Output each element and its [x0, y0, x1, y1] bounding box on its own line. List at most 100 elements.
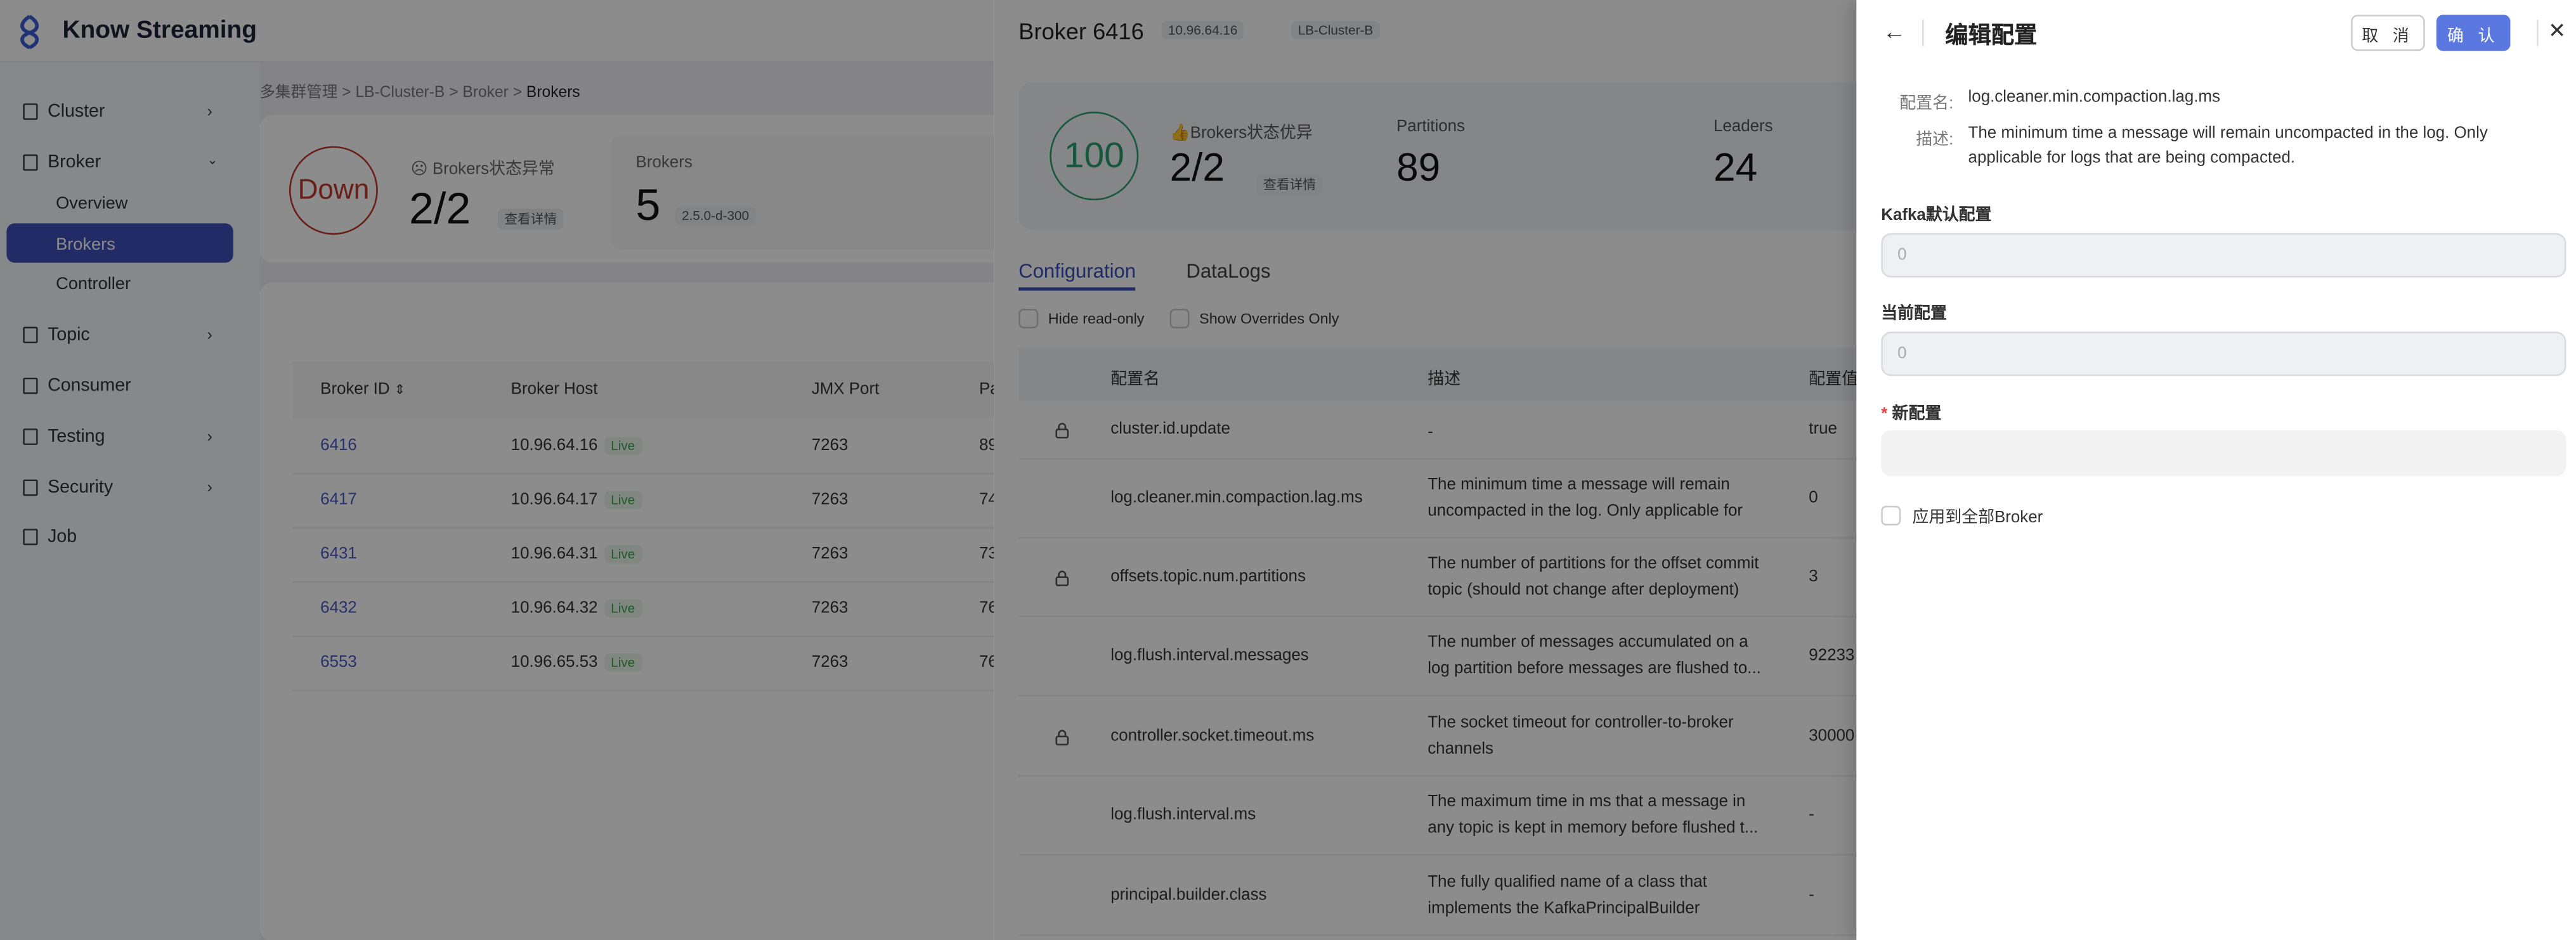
table-row[interactable]: 6431 10.96.64.31 Live 7263 73	[292, 529, 1015, 583]
cluster-tag: LB-Cluster-B	[1291, 21, 1380, 40]
broker-host: 10.96.65.53 Live	[511, 653, 642, 672]
sidebar-item-consumer[interactable]: Consumer	[23, 376, 131, 396]
hide-readonly-checkbox[interactable]: Hide read-only	[1018, 309, 1144, 329]
brokers-count: 5	[635, 180, 661, 230]
config-value: 3	[1809, 568, 1818, 586]
show-overrides-checkbox[interactable]: Show Overrides Only	[1169, 309, 1339, 329]
config-row[interactable]: cluster.id.update - true	[1018, 401, 1857, 460]
new-config-label: * 新配置	[1881, 399, 1941, 424]
version-tag: 2.5.0-d-300	[675, 207, 756, 225]
sidebar-item-cluster[interactable]: Cluster	[23, 102, 105, 122]
column-config-value: 配置值	[1809, 371, 1857, 389]
sidebar-item-overview[interactable]: Overview	[56, 193, 128, 214]
config-row[interactable]: log.flush.interval.ms The maximum time i…	[1018, 776, 1857, 856]
sidebar-item-security[interactable]: Security	[23, 478, 113, 498]
testing-icon	[23, 428, 38, 446]
config-description: The number of messages accumulated on a …	[1428, 633, 1761, 678]
detail-link[interactable]: 查看详情	[1256, 174, 1323, 196]
confirm-button[interactable]: 确 认	[2436, 15, 2511, 51]
config-table-header	[1018, 348, 1857, 401]
back-arrow-icon[interactable]: ←	[1882, 18, 1906, 44]
breadcrumb-item[interactable]: Broker	[462, 84, 509, 102]
broker-id-link[interactable]: 6553	[320, 653, 357, 672]
config-value: -	[1809, 885, 1814, 905]
checkbox-label: 应用到全部Broker	[1912, 509, 2043, 527]
detail-link[interactable]: 查看详情	[497, 209, 564, 230]
consumer-icon	[23, 377, 38, 394]
broker-id-link[interactable]: 6432	[320, 599, 357, 618]
broker-id-link[interactable]: 6417	[320, 491, 357, 510]
apply-all-checkbox[interactable]: 应用到全部Broker	[1881, 503, 2043, 527]
status-text: Brokers状态异常	[432, 160, 555, 179]
checkbox-label: Show Overrides Only	[1199, 310, 1339, 327]
breadcrumb-item: Brokers	[526, 84, 580, 102]
cancel-button[interactable]: 取 消	[2351, 15, 2425, 51]
breadcrumb-item[interactable]: 多集群管理	[259, 84, 338, 102]
column-broker-host: Broker Host	[511, 381, 598, 399]
config-row[interactable]: log.flush.interval.messages The number o…	[1018, 617, 1857, 697]
table-row[interactable]: 6432 10.96.64.32 Live 7263 76	[292, 583, 1015, 638]
tab-datalogs[interactable]: DataLogs	[1186, 259, 1271, 283]
table-row[interactable]: 6553 10.96.65.53 Live 7263 76	[292, 637, 1015, 692]
config-value: true	[1809, 420, 1837, 439]
sidebar-item-controller[interactable]: Controller	[56, 274, 131, 294]
chevron-right-icon[interactable]: ›	[207, 103, 213, 122]
status-badge: Live	[604, 653, 642, 672]
sidebar-item-broker[interactable]: Broker	[23, 153, 101, 172]
default-config-input[interactable]: 0	[1881, 233, 2566, 278]
sidebar-item-label: Security	[48, 477, 114, 498]
sidebar-item-topic[interactable]: Topic	[23, 325, 90, 345]
host-text: 10.96.64.31	[511, 545, 598, 563]
breadcrumb-item[interactable]: LB-Cluster-B	[355, 84, 445, 102]
sidebar-item-label: Consumer	[48, 376, 131, 396]
config-row[interactable]: principal.builder.class The fully qualif…	[1018, 856, 1857, 936]
checkbox[interactable]	[1169, 309, 1190, 329]
table-row[interactable]: 6417 10.96.64.17 Live 7263 74	[292, 475, 1015, 529]
tab-configuration[interactable]: Configuration	[1018, 259, 1136, 291]
sidebar-item-job[interactable]: Job	[23, 527, 77, 547]
chevron-right-icon[interactable]: ›	[207, 479, 213, 498]
config-row[interactable]: offsets.topic.num.partitions The number …	[1018, 539, 1857, 618]
broker-id-link[interactable]: 6416	[320, 437, 357, 455]
host-text: 10.96.65.53	[511, 653, 598, 672]
current-config-label: 当前配置	[1881, 305, 1947, 324]
drawer-mask[interactable]	[994, 0, 1857, 940]
config-description: -	[1428, 423, 1433, 442]
column-broker-id[interactable]: Broker ID ⇕	[320, 381, 405, 399]
leaders-label: Leaders	[1713, 118, 1773, 137]
broker-host: 10.96.64.17 Live	[511, 491, 642, 510]
sidebar	[0, 62, 260, 940]
chevron-down-icon[interactable]: ⌄	[207, 152, 218, 168]
sidebar-item-brokers[interactable]: Brokers	[56, 235, 115, 255]
broker-host: 10.96.64.16 Live	[511, 437, 642, 455]
current-config-input[interactable]: 0	[1881, 332, 2566, 377]
jmx-port: 7263	[811, 437, 849, 455]
security-icon	[23, 479, 38, 496]
jmx-port: 7263	[811, 545, 849, 563]
partitions-label: Partitions	[1396, 118, 1466, 137]
chevron-right-icon[interactable]: ›	[207, 428, 213, 447]
close-icon[interactable]: ✕	[2548, 18, 2566, 43]
config-name-value: log.cleaner.min.compaction.lag.ms	[1968, 88, 2220, 107]
config-row[interactable]: log.cleaner.min.compaction.lag.ms The mi…	[1018, 460, 1857, 539]
checkbox[interactable]	[1881, 505, 1901, 525]
leaders-value: 24	[1713, 146, 1758, 191]
checkbox[interactable]	[1018, 309, 1039, 329]
brokers-label: Brokers	[635, 154, 693, 173]
drawer-title: Broker 6416	[1018, 18, 1144, 44]
sidebar-active-highlight	[6, 223, 233, 263]
broker-id-link[interactable]: 6431	[320, 545, 357, 563]
config-description: The number of partitions for the offset …	[1428, 555, 1759, 600]
jmx-port: 7263	[811, 491, 849, 510]
required-mark: *	[1881, 405, 1888, 424]
chevron-right-icon[interactable]: ›	[207, 326, 213, 345]
sidebar-item-testing[interactable]: Testing	[23, 427, 105, 447]
brokers-panel	[611, 134, 1006, 250]
config-row[interactable]: controller.socket.timeout.ms The socket …	[1018, 696, 1857, 777]
config-desc-value: The minimum time a message will remain u…	[1968, 124, 2488, 167]
sidebar-item-label: Job	[48, 527, 77, 547]
new-config-input[interactable]	[1881, 430, 2566, 477]
sort-icon[interactable]: ⇕	[394, 382, 406, 397]
lock-icon	[1055, 729, 1069, 745]
topic-icon	[23, 326, 38, 344]
